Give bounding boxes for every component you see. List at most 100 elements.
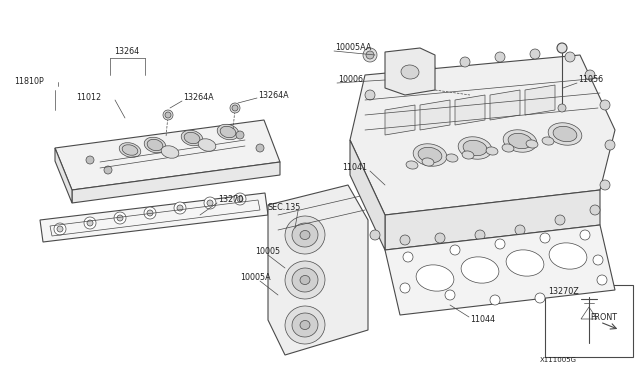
Polygon shape — [385, 225, 615, 315]
Circle shape — [557, 43, 567, 53]
Circle shape — [57, 226, 63, 232]
Ellipse shape — [416, 265, 454, 291]
Ellipse shape — [548, 123, 582, 145]
Ellipse shape — [292, 223, 318, 247]
Circle shape — [117, 215, 123, 221]
Circle shape — [445, 290, 455, 300]
Ellipse shape — [161, 146, 179, 158]
Ellipse shape — [406, 161, 418, 169]
Ellipse shape — [413, 144, 447, 166]
Ellipse shape — [506, 250, 544, 276]
Ellipse shape — [184, 132, 200, 144]
Ellipse shape — [463, 140, 487, 155]
Text: 13264A: 13264A — [183, 93, 214, 103]
Polygon shape — [350, 140, 385, 250]
Circle shape — [593, 255, 603, 265]
Circle shape — [165, 112, 171, 118]
Ellipse shape — [508, 133, 532, 149]
Text: 13270Z: 13270Z — [548, 288, 579, 296]
Circle shape — [580, 230, 590, 240]
Circle shape — [558, 104, 566, 112]
Text: SEC.135: SEC.135 — [268, 203, 301, 212]
Circle shape — [163, 110, 173, 120]
Ellipse shape — [458, 137, 492, 159]
Circle shape — [460, 57, 470, 67]
Text: 11041: 11041 — [342, 164, 367, 173]
Circle shape — [114, 212, 126, 224]
Ellipse shape — [144, 137, 166, 153]
Circle shape — [234, 193, 246, 205]
Circle shape — [495, 239, 505, 249]
Circle shape — [590, 205, 600, 215]
Polygon shape — [72, 162, 280, 203]
Circle shape — [207, 200, 213, 206]
Ellipse shape — [285, 216, 325, 254]
Ellipse shape — [526, 140, 538, 148]
Ellipse shape — [181, 130, 203, 146]
Circle shape — [450, 245, 460, 255]
Polygon shape — [385, 190, 600, 250]
Circle shape — [495, 52, 505, 62]
Ellipse shape — [542, 137, 554, 145]
Circle shape — [54, 223, 66, 235]
Polygon shape — [350, 55, 615, 215]
Ellipse shape — [502, 144, 514, 152]
Ellipse shape — [418, 147, 442, 163]
Circle shape — [400, 283, 410, 293]
Text: X111005G: X111005G — [540, 357, 577, 363]
Circle shape — [475, 230, 485, 240]
Circle shape — [104, 166, 112, 174]
Ellipse shape — [300, 276, 310, 285]
Circle shape — [174, 202, 186, 214]
Ellipse shape — [285, 261, 325, 299]
Circle shape — [204, 197, 216, 209]
Circle shape — [555, 215, 565, 225]
Ellipse shape — [119, 143, 141, 157]
Text: 10006: 10006 — [338, 76, 363, 84]
Ellipse shape — [122, 145, 138, 155]
Circle shape — [435, 233, 445, 243]
Polygon shape — [385, 105, 415, 135]
Circle shape — [230, 103, 240, 113]
Polygon shape — [40, 193, 268, 242]
Ellipse shape — [486, 147, 498, 155]
Ellipse shape — [461, 257, 499, 283]
Ellipse shape — [462, 151, 474, 159]
Circle shape — [144, 207, 156, 219]
Circle shape — [370, 230, 380, 240]
Ellipse shape — [503, 130, 537, 152]
Ellipse shape — [553, 126, 577, 142]
Text: 11044: 11044 — [470, 315, 495, 324]
Circle shape — [425, 63, 435, 73]
Polygon shape — [455, 95, 485, 125]
Circle shape — [600, 180, 610, 190]
Circle shape — [232, 105, 238, 111]
Polygon shape — [525, 85, 555, 115]
Ellipse shape — [285, 306, 325, 344]
Circle shape — [363, 48, 377, 62]
Circle shape — [490, 295, 500, 305]
Polygon shape — [55, 148, 72, 203]
Ellipse shape — [292, 268, 318, 292]
Ellipse shape — [401, 65, 419, 79]
Text: 13270: 13270 — [218, 196, 243, 205]
Ellipse shape — [217, 124, 239, 140]
Circle shape — [530, 49, 540, 59]
Ellipse shape — [198, 139, 216, 151]
Circle shape — [535, 293, 545, 303]
Circle shape — [605, 140, 615, 150]
Ellipse shape — [220, 126, 236, 138]
Circle shape — [237, 196, 243, 202]
Circle shape — [597, 275, 607, 285]
Circle shape — [400, 235, 410, 245]
Text: 11012: 11012 — [76, 93, 101, 102]
Ellipse shape — [292, 313, 318, 337]
Circle shape — [403, 252, 413, 262]
Polygon shape — [385, 48, 435, 95]
Text: 10005: 10005 — [255, 247, 280, 257]
Text: 13264: 13264 — [115, 48, 140, 57]
Circle shape — [86, 156, 94, 164]
Circle shape — [540, 233, 550, 243]
Ellipse shape — [300, 321, 310, 330]
Polygon shape — [490, 90, 520, 120]
